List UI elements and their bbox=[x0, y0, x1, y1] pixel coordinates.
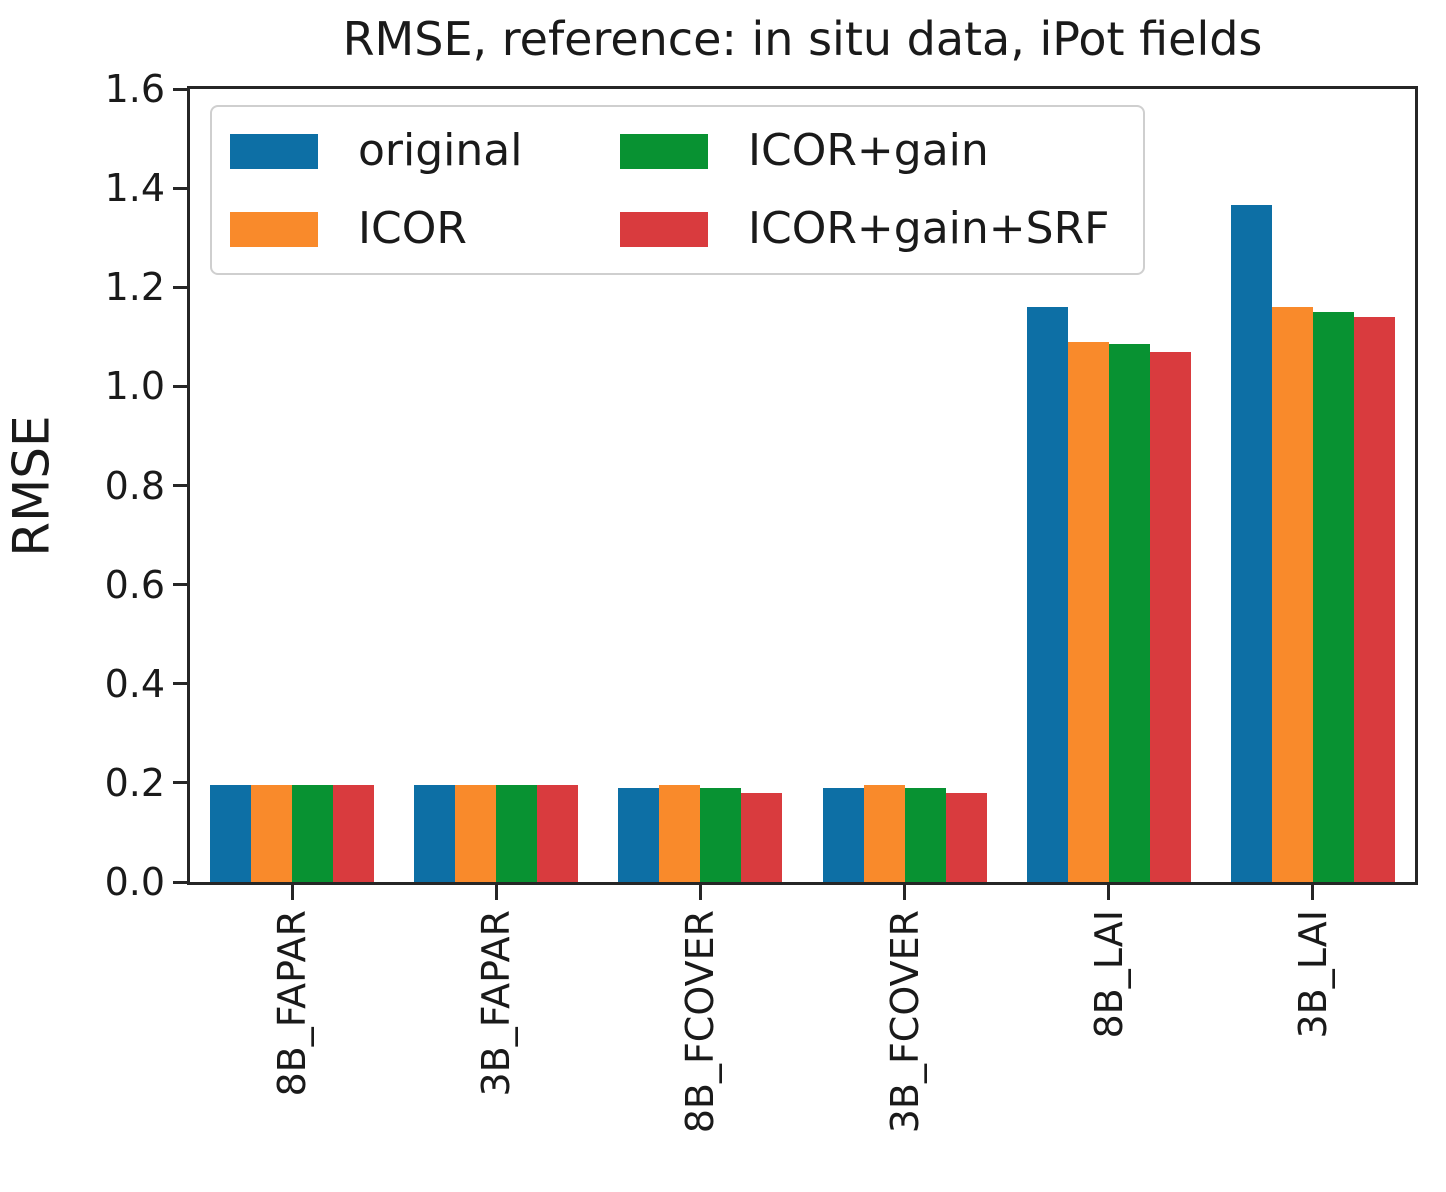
bar-3b-lai-icor-gain bbox=[1313, 312, 1354, 882]
y-tick-label: 1.4 bbox=[104, 166, 165, 210]
bar-8b-fapar-icor bbox=[251, 785, 292, 882]
legend-column-1: original ICOR bbox=[230, 129, 580, 251]
legend-swatch-original bbox=[230, 133, 318, 169]
y-tick-label: 0.4 bbox=[104, 662, 165, 706]
y-tick bbox=[173, 881, 187, 884]
y-tick bbox=[173, 385, 187, 388]
bar-3b-fcover-icor bbox=[864, 785, 905, 882]
y-tick-label: 1.2 bbox=[104, 265, 165, 309]
y-tick bbox=[173, 583, 187, 586]
legend-label-icor-gain: ICOR+gain bbox=[748, 125, 989, 176]
bars-layer bbox=[190, 89, 1415, 882]
bar-3b-fcover-icor-gain-srf bbox=[946, 793, 987, 882]
x-tick-label: 8B_FAPAR bbox=[222, 910, 362, 1097]
y-tick bbox=[173, 781, 187, 784]
legend-entry-icor-gain-srf: ICOR+gain+SRF bbox=[620, 207, 1109, 251]
bar-8b-fapar-icor-gain bbox=[292, 785, 333, 882]
y-tick-label: 1.6 bbox=[104, 67, 165, 111]
legend-swatch-icor-gain bbox=[620, 133, 708, 169]
x-tick-label-text: 8B_FAPAR bbox=[270, 910, 314, 1097]
bar-3b-fapar-icor bbox=[455, 785, 496, 882]
bar-3b-fapar-icor-gain-srf bbox=[537, 785, 578, 882]
x-tick-label-text: 3B_LAI bbox=[1291, 910, 1335, 1039]
bar-8b-fcover-original bbox=[618, 788, 659, 882]
x-tick bbox=[291, 885, 294, 900]
y-tick-label: 1.0 bbox=[104, 364, 165, 408]
x-tick-label: 3B_FAPAR bbox=[426, 910, 566, 1097]
bar-8b-lai-original bbox=[1027, 307, 1068, 882]
x-tick bbox=[903, 885, 906, 900]
bar-8b-fapar-original bbox=[210, 785, 251, 882]
y-tick-label: 0.8 bbox=[104, 464, 165, 508]
legend-entry-icor-gain: ICOR+gain bbox=[620, 129, 1109, 173]
legend-swatch-icor bbox=[230, 211, 318, 247]
y-tick bbox=[173, 187, 187, 190]
x-tick-label: 3B_LAI bbox=[1243, 910, 1383, 1039]
y-tick-label: 0.2 bbox=[104, 761, 165, 805]
bar-8b-fcover-icor-gain-srf bbox=[741, 793, 782, 882]
bar-8b-fcover-icor-gain bbox=[700, 788, 741, 882]
legend-label-original: original bbox=[358, 125, 523, 176]
chart-title: RMSE, reference: in situ data, iPot fiel… bbox=[342, 12, 1263, 66]
bar-3b-fapar-icor-gain bbox=[496, 785, 537, 882]
x-tick-label: 8B_FCOVER bbox=[630, 910, 770, 1133]
y-tick bbox=[173, 484, 187, 487]
x-tick bbox=[1107, 885, 1110, 900]
x-tick-label-text: 8B_FCOVER bbox=[678, 910, 722, 1134]
legend-label-icor-gain-srf: ICOR+gain+SRF bbox=[748, 203, 1110, 254]
legend-swatch-icor-gain-srf bbox=[620, 211, 708, 247]
x-tick-label-text: 3B_FCOVER bbox=[883, 910, 927, 1134]
x-tick bbox=[699, 885, 702, 900]
x-tick-label: 3B_FCOVER bbox=[835, 910, 975, 1133]
y-tick bbox=[173, 682, 187, 685]
bar-8b-lai-icor bbox=[1068, 342, 1109, 882]
y-tick-label: 0.6 bbox=[104, 563, 165, 607]
bar-3b-fcover-original bbox=[823, 788, 864, 882]
legend-column-2: ICOR+gain ICOR+gain+SRF bbox=[620, 129, 1109, 251]
legend: original ICOR ICOR+gain ICOR+gain+SRF bbox=[210, 105, 1146, 275]
bar-8b-lai-icor-gain bbox=[1109, 344, 1150, 882]
x-tick bbox=[1311, 885, 1314, 900]
x-tick-label: 8B_LAI bbox=[1039, 910, 1179, 1039]
legend-entry-icor: ICOR bbox=[230, 207, 580, 251]
y-tick bbox=[173, 286, 187, 289]
bar-8b-fcover-icor bbox=[659, 785, 700, 882]
x-tick-label-text: 8B_LAI bbox=[1087, 910, 1131, 1039]
bar-3b-lai-icor-gain-srf bbox=[1354, 317, 1395, 882]
x-tick bbox=[495, 885, 498, 900]
bar-8b-fapar-icor-gain-srf bbox=[333, 785, 374, 882]
bar-3b-lai-original bbox=[1231, 205, 1272, 882]
y-tick-label: 0.0 bbox=[104, 860, 165, 904]
bar-8b-lai-icor-gain-srf bbox=[1150, 352, 1191, 882]
x-tick-label-text: 3B_FAPAR bbox=[474, 910, 518, 1097]
legend-entry-original: original bbox=[230, 129, 580, 173]
bar-3b-lai-icor bbox=[1272, 307, 1313, 882]
bar-3b-fapar-original bbox=[414, 785, 455, 882]
y-tick bbox=[173, 88, 187, 91]
plot-area: original ICOR ICOR+gain ICOR+gain+SRF bbox=[187, 86, 1418, 885]
legend-label-icor: ICOR bbox=[358, 203, 467, 254]
bar-3b-fcover-icor-gain bbox=[905, 788, 946, 882]
